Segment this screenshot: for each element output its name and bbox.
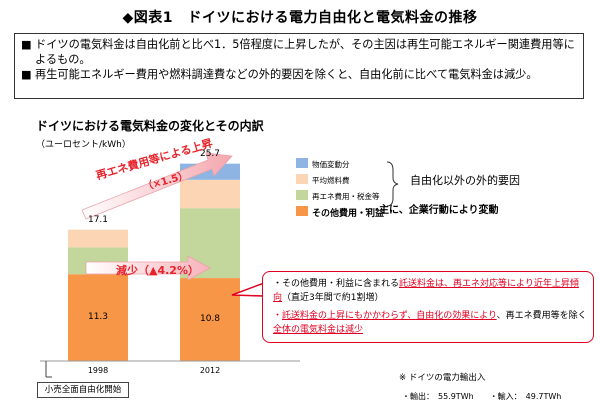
liberalization-label: 小売全面自由化開始 — [37, 382, 129, 398]
summary-line-1: ドイツの電気料金は自由化前と比べ1．5倍程度に上昇したが、その主因は再生可能エネ… — [35, 38, 575, 66]
external-factors-label: 自由化以外の外的要因 — [410, 174, 520, 187]
callout-text-2b: 、再エネ費用等を除く — [496, 311, 587, 321]
export-value: ・輸出： 55.9TWh — [402, 392, 474, 401]
summary-box: ■ ドイツの電気料金は自由化前と比べ1．5倍程度に上昇したが、その主因は再生可能… — [14, 33, 584, 99]
summary-bullet-2: ■ 再生可能エネルギー費用や燃料調達費などの外的要因を除くと、自由化前に比べて電… — [21, 67, 577, 82]
callout-bullet-mark: ・ — [273, 311, 283, 321]
trade-note-title: ※ ドイツの電力輸出入 — [399, 373, 486, 383]
legend-label: 物価変動分 — [312, 160, 350, 169]
bar-total-label: 17.1 — [87, 214, 109, 225]
callout-text-1b: 託送料金は、再エネ対応等により近年上昇傾向 — [273, 279, 579, 303]
callout-bullet-1: ・その他費用・利益に含まれる託送料金は、再エネ対応等により近年上昇傾向（直近3年… — [273, 277, 587, 305]
summary-bullet-1: ■ ドイツの電気料金は自由化前と比べ1．5倍程度に上昇したが、その主因は再生可能… — [21, 37, 577, 67]
trade-note-values: ・輸出： 55.9TWh ・輸入： 49.7TWh — [402, 391, 561, 402]
legend-swatch — [296, 174, 308, 184]
legend-label: 再エネ費用・税金等 — [312, 192, 380, 201]
bar-segment-2012-0 — [180, 278, 240, 361]
bar-segment-2012-2 — [180, 179, 240, 209]
bar-segment-1998-0 — [68, 274, 128, 361]
chart-title: ドイツにおける電気料金の変化とその内訳 — [36, 119, 264, 133]
legend-brace — [386, 161, 399, 207]
decrease-arrow — [85, 255, 211, 281]
decrease-label: 減少（▲4.2%） — [116, 264, 199, 277]
segment-value-label: 11.3 — [87, 311, 109, 322]
segment-value-label: 10.8 — [199, 313, 221, 324]
x-tick-label: 1998 — [87, 366, 109, 375]
callout-text-2c: 全体の電気料金は減少 — [273, 325, 364, 335]
callout-bullet-2: ・託送料金の上昇にもかかわらず、自由化の効果により、再エネ費用等を除く全体の電気… — [273, 309, 587, 337]
import-value: ・輸入： 49.7TWh — [489, 392, 562, 401]
callout-text-1a: ・その他費用・利益に含まれる — [273, 279, 400, 289]
legend-label: 平均燃料費 — [312, 176, 350, 185]
bullet-icon: ■ — [21, 68, 32, 81]
callout-box: ・その他費用・利益に含まれる託送料金は、再エネ対応等により近年上昇傾向（直近3年… — [262, 271, 594, 343]
summary-line-2: 再生可能エネルギー費用や燃料調達費などの外的要因を除くと、自由化前に比べて電気料… — [35, 68, 538, 81]
y-axis-unit: （ユーロセント/kWh） — [36, 140, 131, 150]
legend-label: その他費用・利益 — [312, 209, 385, 219]
callout-text-1c: （直近3年間で約1割増） — [282, 293, 384, 303]
callout-text-2a: 託送料金の上昇にもかかわらず、自由化の効果により — [282, 311, 497, 321]
bar-total-label: 25.7 — [199, 148, 221, 159]
x-tick-label: 2012 — [199, 366, 221, 375]
page-title: ◆図表1 ドイツにおける電力自由化と電気料金の推移 — [122, 10, 478, 26]
legend-swatch — [296, 190, 308, 200]
legend-swatch — [296, 206, 308, 216]
callout-pointer — [231, 282, 265, 297]
bullet-icon: ■ — [21, 38, 32, 51]
bar-segment-1998-2 — [68, 229, 128, 248]
legend-swatch — [296, 158, 308, 168]
main-factor-label: ･･･主に、企業行動により変動 — [364, 205, 499, 216]
rise-arrow — [81, 152, 233, 220]
